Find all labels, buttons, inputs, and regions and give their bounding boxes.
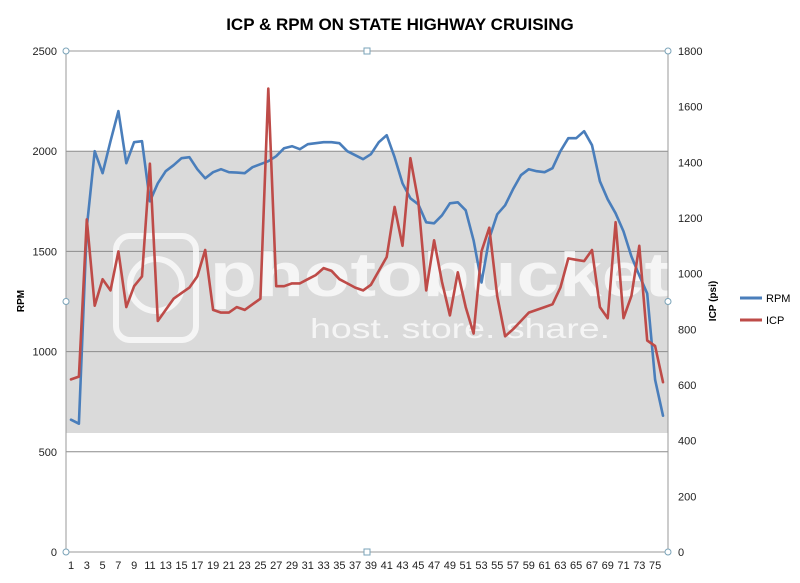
legend-label-rpm: RPM xyxy=(766,293,790,305)
y-left-tick-label: 2500 xyxy=(33,46,57,58)
resize-handle xyxy=(62,548,70,556)
resize-handle xyxy=(664,548,672,556)
x-tick-label: 21 xyxy=(223,560,235,572)
x-tick-label: 23 xyxy=(239,560,251,572)
x-tick-label: 9 xyxy=(131,560,137,572)
x-tick-label: 51 xyxy=(460,560,472,572)
x-tick-label: 27 xyxy=(270,560,282,572)
legend-label-icp: ICP xyxy=(766,315,784,327)
x-tick-label: 71 xyxy=(617,560,629,572)
x-tick-label: 63 xyxy=(554,560,566,572)
x-tick-label: 73 xyxy=(633,560,645,572)
x-axis-ticks: 1 3 5 7 9 11 13 15 17 19 21 23 25 27 29 31 33 35 37 39 41 43 4… xyxy=(68,560,661,572)
x-tick-label: 69 xyxy=(602,560,614,572)
x-tick-label: 15 xyxy=(175,560,187,572)
x-tick-label: 45 xyxy=(412,560,424,572)
y-right-tick-label: 0 xyxy=(678,547,684,559)
y-right-tick-label: 1400 xyxy=(678,157,702,169)
y-right-tick-label: 800 xyxy=(678,324,696,336)
x-tick-label: 49 xyxy=(444,560,456,572)
x-tick-label: 57 xyxy=(507,560,519,572)
y-axis-left-ticks: 0 500 1000 1500 2000 2500 xyxy=(33,46,57,559)
x-tick-label: 1 xyxy=(68,560,74,572)
watermark-camera-icon xyxy=(113,233,199,343)
x-tick-label: 39 xyxy=(365,560,377,572)
x-tick-label: 41 xyxy=(381,560,393,572)
series-lines xyxy=(69,87,665,426)
gridlines xyxy=(66,150,668,453)
x-tick-label: 31 xyxy=(302,560,314,572)
x-tick-label: 59 xyxy=(523,560,535,572)
x-tick-label: 55 xyxy=(491,560,503,572)
y-right-tick-label: 400 xyxy=(678,436,696,448)
y-left-tick-label: 0 xyxy=(51,547,57,559)
resize-handle xyxy=(363,47,371,55)
x-tick-label: 37 xyxy=(349,560,361,572)
resize-handle xyxy=(363,548,371,556)
y-axis-left-label: RPM xyxy=(16,290,27,312)
y-axis-right-ticks: 0 200 400 600 800 1000 1200 1400 1600 1800 xyxy=(678,46,702,559)
y-right-tick-label: 1600 xyxy=(678,102,702,114)
watermark-tagline: host. store. share. xyxy=(310,313,610,344)
y-right-tick-label: 1200 xyxy=(678,213,702,225)
x-tick-label: 17 xyxy=(191,560,203,572)
legend: RPM ICP xyxy=(740,293,790,327)
x-tick-label: 35 xyxy=(333,560,345,572)
chart-title: ICP & RPM ON STATE HIGHWAY CRUISING xyxy=(226,15,574,34)
series-line-rpm xyxy=(69,109,665,426)
y-left-tick-label: 1500 xyxy=(33,246,57,258)
x-tick-label: 5 xyxy=(100,560,106,572)
x-tick-label: 53 xyxy=(475,560,487,572)
x-tick-label: 29 xyxy=(286,560,298,572)
x-tick-label: 25 xyxy=(254,560,266,572)
highlight-band xyxy=(66,151,668,433)
x-tick-label: 3 xyxy=(84,560,90,572)
series-line-icp xyxy=(69,87,665,384)
resize-handle xyxy=(664,298,672,305)
y-axis-right-label: ICP (psi) xyxy=(708,281,719,321)
x-tick-label: 7 xyxy=(115,560,121,572)
y-right-tick-label: 1800 xyxy=(678,46,702,58)
resize-handle xyxy=(62,47,70,55)
x-tick-label: 75 xyxy=(649,560,661,572)
y-left-tick-label: 500 xyxy=(39,447,57,459)
x-tick-label: 67 xyxy=(586,560,598,572)
x-tick-label: 47 xyxy=(428,560,440,572)
y-left-tick-label: 2000 xyxy=(33,146,57,158)
x-tick-label: 61 xyxy=(538,560,550,572)
y-right-tick-label: 600 xyxy=(678,380,696,392)
x-tick-label: 43 xyxy=(396,560,408,572)
x-tick-label: 11 xyxy=(144,560,155,572)
x-tick-label: 65 xyxy=(570,560,582,572)
resize-handles xyxy=(62,47,672,556)
x-tick-label: 13 xyxy=(160,560,172,572)
y-right-tick-label: 1000 xyxy=(678,269,702,281)
x-tick-label: 33 xyxy=(317,560,329,572)
y-left-tick-label: 1000 xyxy=(33,347,57,359)
x-tick-label: 19 xyxy=(207,560,219,572)
resize-handle xyxy=(62,298,70,305)
resize-handle xyxy=(664,47,672,55)
y-right-tick-label: 200 xyxy=(678,491,696,503)
